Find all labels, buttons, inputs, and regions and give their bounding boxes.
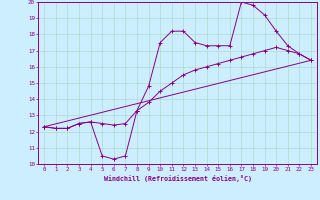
X-axis label: Windchill (Refroidissement éolien,°C): Windchill (Refroidissement éolien,°C): [104, 175, 252, 182]
